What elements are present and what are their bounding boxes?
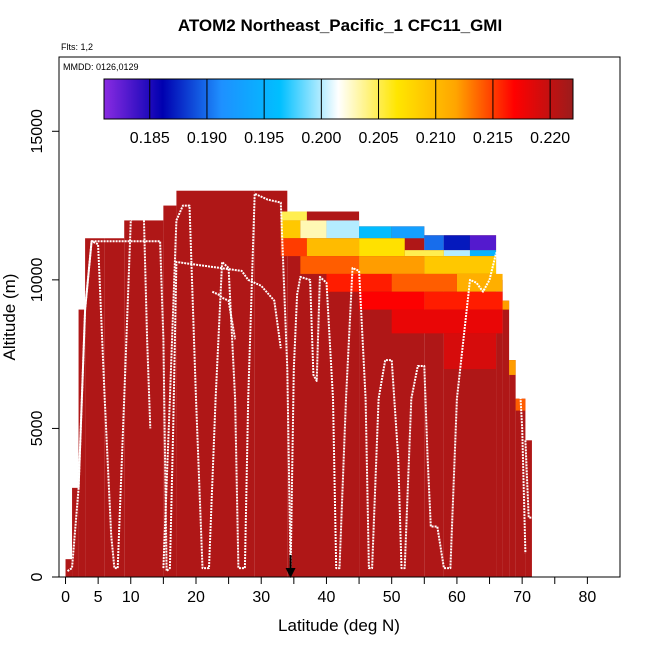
flight-track — [289, 252, 527, 572]
heatmap-cells — [65, 190, 532, 577]
x-tick-label: 0 — [61, 589, 70, 606]
heatmap-cell — [359, 226, 392, 239]
heatmap-column — [502, 300, 510, 577]
heatmap-column — [85, 238, 105, 577]
heatmap-cell — [424, 256, 497, 274]
flight-tracks — [66, 192, 532, 573]
latitude-marker — [285, 555, 296, 578]
x-tick-label: 60 — [448, 589, 466, 606]
plot-area — [58, 56, 621, 578]
x-axis: 0 5 10 20 30 40 50 60 70 80 — [61, 577, 596, 606]
down-arrow-icon — [285, 568, 296, 578]
heatmap-cell — [404, 250, 444, 257]
heatmap-cell — [300, 256, 360, 274]
y-tick-label: 5000 — [29, 411, 46, 447]
heatmap-cell — [359, 291, 425, 310]
heatmap-cell — [300, 220, 327, 239]
heatmap-column — [496, 279, 503, 577]
heatmap-cell — [469, 235, 497, 251]
heatmap-column — [525, 440, 532, 577]
colorbar-tick-label: 0.220 — [530, 130, 570, 147]
y-tick-label: 0 — [29, 572, 46, 581]
heatmap-cell — [391, 309, 503, 334]
heatmap-column — [509, 360, 516, 577]
heatmap-cell — [509, 360, 516, 375]
heatmap-cell — [469, 250, 497, 257]
colorbar-gradient — [103, 78, 574, 120]
heatmap-column — [124, 220, 164, 577]
heatmap-column — [515, 398, 526, 577]
heatmap-cell — [424, 291, 503, 310]
x-tick-label: 50 — [383, 589, 401, 606]
x-tick-label: 20 — [187, 589, 205, 606]
colorbar-tick-label: 0.215 — [473, 130, 513, 147]
heatmap-cell — [359, 238, 405, 257]
y-tick-label: 15000 — [29, 109, 46, 154]
plot-frame — [58, 56, 621, 578]
flight-track — [162, 192, 292, 572]
heatmap-cell — [280, 211, 307, 221]
flight-track — [524, 440, 532, 519]
heatmap-cell — [280, 238, 307, 257]
chart-title: ATOM2 Northeast_Pacific_1 CFC11_GMI — [178, 16, 502, 35]
x-tick-label: 70 — [513, 589, 531, 606]
heatmap-cell — [456, 273, 503, 292]
heatmap-cell — [326, 220, 360, 239]
heatmap-cell — [443, 250, 470, 257]
heatmap-cell — [443, 235, 470, 251]
flights-label: Flts: 1,2 — [61, 42, 93, 52]
x-tick-label: 5 — [94, 589, 103, 606]
flight-track — [66, 240, 282, 573]
colorbar-tick-label: 0.190 — [187, 130, 227, 147]
y-axis-label: Altitude (m) — [0, 274, 19, 361]
y-tick-label: 10000 — [29, 258, 46, 303]
heatmap-cell — [280, 220, 301, 239]
flight-track — [211, 290, 237, 340]
x-tick-label: 30 — [252, 589, 270, 606]
y-axis: 0 5000 10000 15000 — [29, 109, 59, 581]
x-tick-label: 40 — [318, 589, 336, 606]
colorbar: 0.185 0.190 0.195 0.200 0.205 0.210 0.215 0.220 — [103, 78, 574, 147]
colorbar-tick-label: 0.210 — [416, 130, 456, 147]
heatmap-cell — [359, 256, 425, 274]
heatmap-cell — [326, 273, 392, 292]
dates-label: MMDD: 0126,0129 — [63, 62, 139, 72]
colorbar-tick-label: 0.195 — [244, 130, 284, 147]
heatmap-column — [65, 559, 73, 577]
heatmap-column — [78, 309, 86, 577]
flight-track — [77, 213, 152, 570]
heatmap-column — [104, 238, 125, 577]
x-axis-label: Latitude (deg N) — [278, 616, 400, 635]
colorbar-tick-label: 0.200 — [301, 130, 341, 147]
heatmap-cell — [424, 235, 444, 251]
x-tick-label: 80 — [578, 589, 596, 606]
heatmap-cell — [391, 226, 425, 239]
heatmap-cell — [391, 273, 457, 292]
x-tick-label: 10 — [122, 589, 140, 606]
heatmap-cell — [443, 333, 497, 369]
colorbar-tick-label: 0.205 — [359, 130, 399, 147]
heatmap-cell — [306, 238, 360, 257]
heatmap-cell — [502, 300, 510, 310]
heatmap-column — [72, 487, 79, 577]
colorbar-tick-label: 0.185 — [130, 130, 170, 147]
